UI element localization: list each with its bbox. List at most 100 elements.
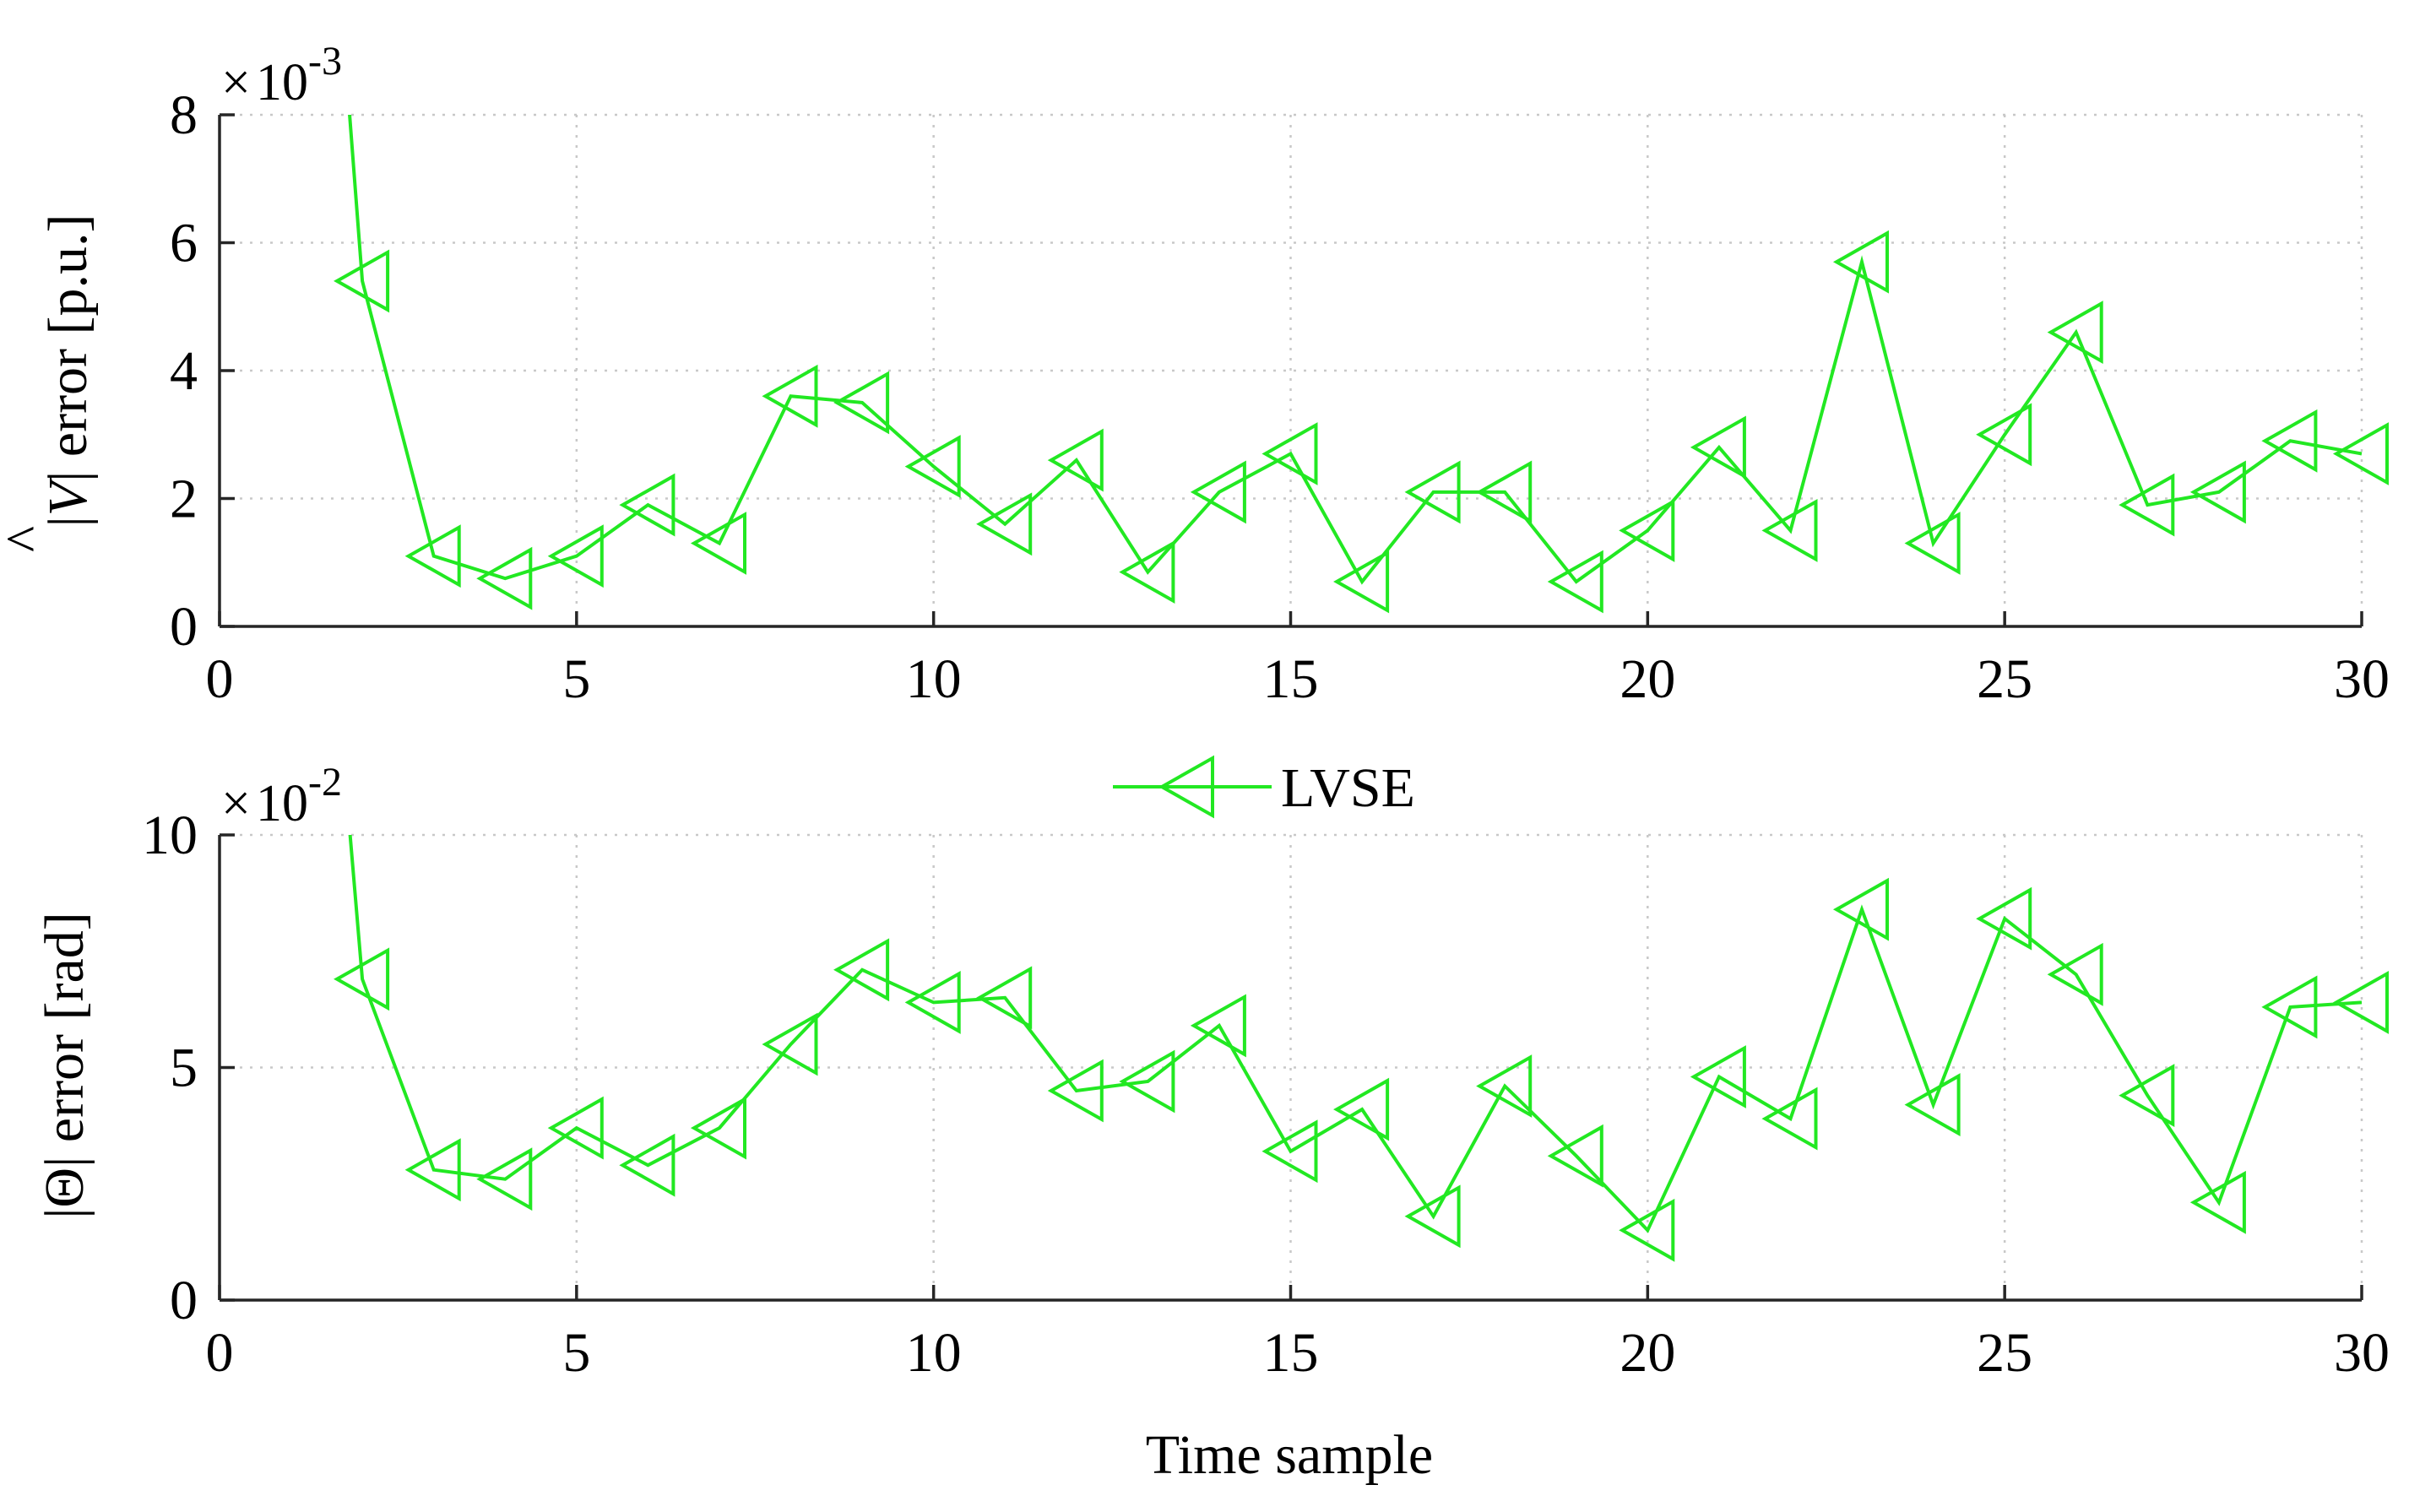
voltage-point-20: [1619, 498, 1675, 562]
angle-series: [334, 835, 2389, 1262]
voltage-ylabel-hat: ^: [0, 526, 57, 552]
voltage-ylabel-symbol: V: [37, 476, 99, 516]
voltage-x-tick-label-4: 20: [1620, 648, 1675, 710]
voltage-point-23: [1832, 230, 1889, 294]
angle-point-20: [1619, 1198, 1675, 1262]
voltage-point-12: [1047, 428, 1104, 492]
voltage-point-10: [904, 435, 961, 499]
voltage-y-tick-label-0: 0: [170, 596, 198, 658]
angle-x-tick-label-2: 10: [906, 1322, 962, 1384]
voltage-exponent-label: ×10-3: [221, 39, 342, 111]
voltage-point-11: [976, 492, 1033, 556]
voltage-point-28: [2189, 460, 2246, 524]
angle-point-5: [547, 1096, 604, 1160]
angle-point-7: [690, 1096, 746, 1160]
angle-point-27: [2119, 1064, 2175, 1128]
angle-exponent-base: 10: [256, 775, 308, 832]
angle-y-axis-title: |Θ| error [rad]: [34, 912, 95, 1219]
voltage-point-30: [2332, 422, 2389, 485]
voltage-point-21: [1690, 415, 1746, 480]
voltage-x-tick-label-6: 30: [2334, 648, 2390, 710]
angle-point-12: [1047, 1059, 1104, 1123]
angle-point-13: [1119, 1049, 1175, 1114]
angle-point-17: [1404, 1184, 1461, 1249]
angle-point-4: [476, 1147, 533, 1211]
angle-point-6: [619, 1133, 675, 1197]
voltage-x-ticks: 0 5 10 15 20 25 30: [206, 611, 2390, 710]
angle-point-25: [1976, 886, 2032, 951]
angle-exponent-label: ×10-2: [221, 760, 342, 832]
angle-y-tick-label-0: 0: [170, 1270, 198, 1331]
voltage-x-tick-label-5: 25: [1977, 648, 2032, 710]
voltage-point-3: [404, 524, 461, 588]
voltage-exponent-base: 10: [256, 54, 308, 111]
angle-point-18: [1476, 1054, 1533, 1118]
angle-point-11: [976, 966, 1033, 1030]
voltage-exponent-power: -3: [308, 39, 342, 84]
angle-x-tick-label-4: 20: [1620, 1322, 1675, 1384]
voltage-ylabel-text: error [p.u.]: [37, 214, 99, 471]
angle-point-16: [1333, 1077, 1390, 1141]
angle-grid: [220, 833, 2363, 1300]
angle-point-29: [2261, 975, 2318, 1039]
angle-point-10: [904, 970, 961, 1034]
voltage-y-tick-label-1: 2: [170, 469, 198, 530]
angle-point-8: [762, 1012, 818, 1076]
voltage-point-26: [2047, 301, 2103, 365]
angle-point-21: [1690, 1045, 1746, 1108]
angle-y-ticks: 0 5 10: [142, 805, 235, 1331]
voltage-point-18: [1476, 460, 1533, 524]
angle-x-tick-label-0: 0: [206, 1322, 234, 1384]
voltage-point-29: [2261, 409, 2318, 473]
voltage-point-17: [1404, 460, 1461, 524]
voltage-ylabel-open: |: [37, 516, 99, 527]
angle-point-3: [404, 1138, 461, 1202]
angle-x-tick-label-6: 30: [2334, 1322, 2390, 1384]
voltage-y-tick-label-3: 6: [170, 213, 198, 274]
legend: LVSE: [1113, 755, 1415, 819]
voltage-point-8: [762, 364, 818, 428]
angle-x-tick-label-5: 25: [1977, 1322, 2032, 1384]
voltage-x-tick-label-3: 15: [1263, 648, 1319, 710]
angle-point-2: [334, 947, 390, 1011]
voltage-point-14: [1190, 460, 1246, 524]
angle-point-19: [1547, 1124, 1603, 1188]
voltage-point-2: [334, 249, 390, 313]
voltage-y-ticks: 0 2 4 6 8: [170, 84, 235, 658]
voltage-x-tick-label-1: 5: [562, 648, 590, 710]
voltage-point-22: [1761, 498, 1818, 562]
angle-point-9: [833, 938, 890, 1002]
angle-y-tick-label-2: 10: [142, 805, 198, 866]
angle-x-ticks: 0 5 10 15 20 25 30: [206, 1285, 2390, 1384]
voltage-exponent-times: ×: [221, 54, 251, 111]
voltage-point-9: [833, 371, 890, 435]
angle-exponent-power: -2: [308, 760, 342, 805]
angle-point-24: [1904, 1073, 1961, 1137]
voltage-x-tick-label-2: 10: [906, 648, 962, 710]
voltage-point-7: [690, 512, 746, 575]
angle-y-tick-label-1: 5: [170, 1038, 198, 1099]
voltage-y-tick-label-4: 8: [170, 84, 198, 146]
legend-label: LVSE: [1281, 757, 1415, 819]
voltage-grid: [220, 113, 2363, 626]
voltage-point-16: [1333, 550, 1390, 614]
voltage-point-15: [1261, 422, 1318, 485]
angle-point-28: [2189, 1170, 2246, 1234]
voltage-y-tick-label-2: 4: [170, 340, 198, 402]
voltage-point-27: [2119, 473, 2175, 537]
voltage-point-4: [476, 546, 533, 610]
voltage-point-25: [1976, 403, 2032, 467]
angle-point-22: [1761, 1087, 1818, 1151]
voltage-point-19: [1547, 550, 1603, 614]
angle-point-15: [1261, 1119, 1318, 1184]
legend-marker: [1158, 755, 1214, 819]
voltage-ylabel-close: |: [37, 471, 99, 482]
voltage-point-13: [1119, 540, 1175, 604]
x-axis-title: Time sample: [1146, 1424, 1433, 1486]
angle-x-tick-label-3: 15: [1263, 1322, 1319, 1384]
angle-point-14: [1190, 994, 1246, 1058]
